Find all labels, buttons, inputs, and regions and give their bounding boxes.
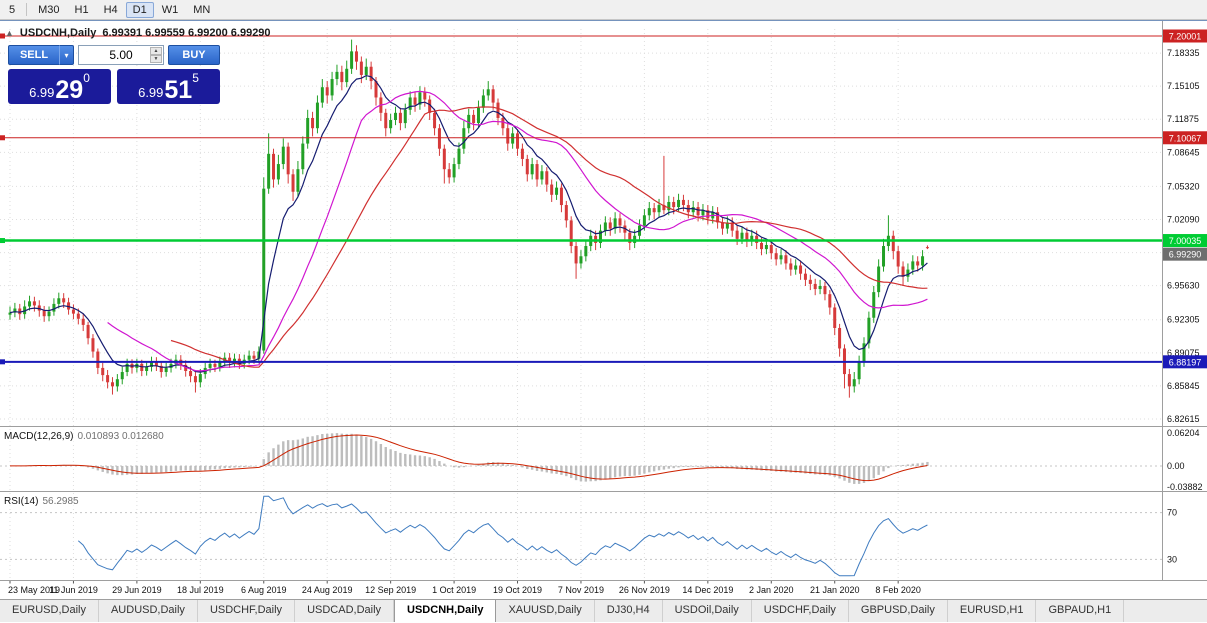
tab-eurusd-h1[interactable]: EURUSD,H1: [948, 600, 1037, 622]
chevron-down-icon: ▾: [64, 50, 69, 60]
timeframe-w1[interactable]: W1: [161, 3, 179, 16]
rsi-value: 56.2985: [42, 496, 79, 507]
one-click-trading-panel: SELL ▾ 5.00 ▲ ▼ BUY 6.99 29 0 6.99 51: [8, 45, 220, 104]
svg-text:70: 70: [1167, 508, 1177, 518]
svg-text:14 Dec 2019: 14 Dec 2019: [682, 585, 733, 595]
buy-price-sup: 5: [192, 71, 199, 85]
svg-text:7.20001: 7.20001: [1169, 32, 1202, 42]
svg-text:6.82615: 6.82615: [1167, 414, 1200, 424]
symbol-tabbar: EURUSD,Daily AUDUSD,Daily USDCHF,Daily U…: [0, 599, 1207, 622]
sell-price-big: 29: [55, 75, 84, 104]
svg-text:30: 30: [1167, 554, 1177, 564]
order-type-dropdown[interactable]: ▾: [59, 45, 74, 65]
tab-eurusd-daily[interactable]: EURUSD,Daily: [0, 600, 99, 622]
volume-input[interactable]: 5.00 ▲ ▼: [78, 45, 164, 65]
svg-text:7.00035: 7.00035: [1169, 236, 1202, 246]
sell-price-display[interactable]: 6.99 29 0: [8, 69, 111, 104]
collapse-arrow-icon[interactable]: ▲: [5, 28, 14, 38]
rsi-label: RSI(14) 56.2985: [4, 496, 79, 507]
tab-gbpusd-daily[interactable]: GBPUSD,Daily: [849, 600, 948, 622]
svg-text:-0.03882: -0.03882: [1167, 482, 1203, 492]
svg-text:29 Jun 2019: 29 Jun 2019: [112, 585, 162, 595]
svg-text:19 Oct 2019: 19 Oct 2019: [493, 585, 542, 595]
timeframe-m5[interactable]: 5: [9, 3, 16, 16]
timeframe-toolbar: 5 M30 H1 H4 D1 W1 MN: [0, 0, 1207, 20]
macd-label: MACD(12,26,9) 0.010893 0.012680: [4, 431, 164, 442]
chart-title: ▲ USDCNH,Daily 6.99391 6.99559 6.99200 6…: [5, 27, 271, 39]
volume-up-button[interactable]: ▲: [150, 47, 162, 55]
toolbar-divider: [26, 3, 28, 16]
chart-window: 23 May 2019 11 Jun 2019 29 Jun 2019 18 Jul …: [0, 20, 1207, 599]
volume-down-button[interactable]: ▼: [150, 55, 162, 63]
svg-text:12 Sep 2019: 12 Sep 2019: [365, 585, 416, 595]
svg-text:1 Oct 2019: 1 Oct 2019: [432, 585, 476, 595]
svg-text:6.99290: 6.99290: [1169, 250, 1202, 260]
svg-text:2 Jan 2020: 2 Jan 2020: [749, 585, 794, 595]
svg-text:11 Jun 2019: 11 Jun 2019: [49, 585, 98, 595]
svg-text:6.88197: 6.88197: [1169, 357, 1202, 367]
svg-text:0.06204: 0.06204: [1167, 428, 1200, 438]
svg-text:7 Nov 2019: 7 Nov 2019: [558, 585, 604, 595]
svg-text:7.10067: 7.10067: [1169, 133, 1202, 143]
svg-text:26 Nov 2019: 26 Nov 2019: [619, 585, 670, 595]
tab-audusd-daily[interactable]: AUDUSD,Daily: [99, 600, 198, 622]
buy-price-big: 51: [164, 75, 193, 104]
svg-text:23 May 2019: 23 May 2019: [8, 585, 60, 595]
tab-xauusd-daily[interactable]: XAUUSD,Daily: [496, 600, 595, 622]
svg-text:6 Aug 2019: 6 Aug 2019: [241, 585, 287, 595]
macd-title: MACD(12,26,9): [4, 431, 74, 442]
timeframe-d1[interactable]: D1: [125, 1, 154, 18]
timeframe-h4[interactable]: H4: [103, 3, 118, 16]
svg-text:24 Aug 2019: 24 Aug 2019: [302, 585, 353, 595]
volume-value: 5.00: [109, 48, 133, 62]
svg-text:7.05320: 7.05320: [1167, 181, 1200, 191]
volume-spinner: ▲ ▼: [150, 47, 162, 63]
svg-text:7.02090: 7.02090: [1167, 214, 1200, 224]
tab-usdcnh-daily[interactable]: USDCNH,Daily: [394, 600, 497, 622]
buy-button[interactable]: BUY: [168, 45, 220, 65]
sell-price-sup: 0: [83, 71, 90, 85]
svg-text:6.89075: 6.89075: [1167, 348, 1200, 358]
tab-usdchf-daily-2[interactable]: USDCHF,Daily: [752, 600, 849, 622]
svg-text:6.95630: 6.95630: [1167, 281, 1200, 291]
svg-text:0.00: 0.00: [1167, 461, 1185, 471]
buy-price-display[interactable]: 6.99 51 5: [117, 69, 220, 104]
svg-text:21 Jan 2020: 21 Jan 2020: [810, 585, 860, 595]
chart-symbol-label: USDCNH,Daily: [19, 27, 97, 39]
svg-text:7.18335: 7.18335: [1167, 48, 1200, 58]
chart-ohlc-values: 6.99391 6.99559 6.99200 6.99290: [102, 27, 271, 39]
timeframe-h1[interactable]: H1: [74, 3, 89, 16]
tab-dj30-h4[interactable]: DJ30,H4: [595, 600, 663, 622]
svg-text:7.08645: 7.08645: [1167, 147, 1200, 157]
sell-price-small: 6.99: [29, 85, 55, 101]
tab-usdcad-daily[interactable]: USDCAD,Daily: [295, 600, 395, 622]
svg-text:7.15105: 7.15105: [1167, 81, 1200, 91]
tab-gbpaud-h1[interactable]: GBPAUD,H1: [1036, 600, 1125, 622]
svg-text:6.92305: 6.92305: [1167, 315, 1200, 325]
macd-values: 0.010893 0.012680: [77, 431, 164, 442]
timeframe-mn[interactable]: MN: [193, 3, 211, 16]
tab-usdoil-daily[interactable]: USDOil,Daily: [663, 600, 752, 622]
svg-text:7.11875: 7.11875: [1167, 114, 1199, 124]
sell-button[interactable]: SELL: [8, 45, 60, 65]
timeframe-m30[interactable]: M30: [38, 3, 60, 16]
svg-text:8 Feb 2020: 8 Feb 2020: [875, 585, 921, 595]
tab-usdchf-daily[interactable]: USDCHF,Daily: [198, 600, 296, 622]
svg-text:6.85845: 6.85845: [1167, 381, 1200, 391]
buy-price-small: 6.99: [138, 85, 164, 101]
svg-text:18 Jul 2019: 18 Jul 2019: [177, 585, 224, 595]
rsi-title: RSI(14): [4, 496, 39, 507]
